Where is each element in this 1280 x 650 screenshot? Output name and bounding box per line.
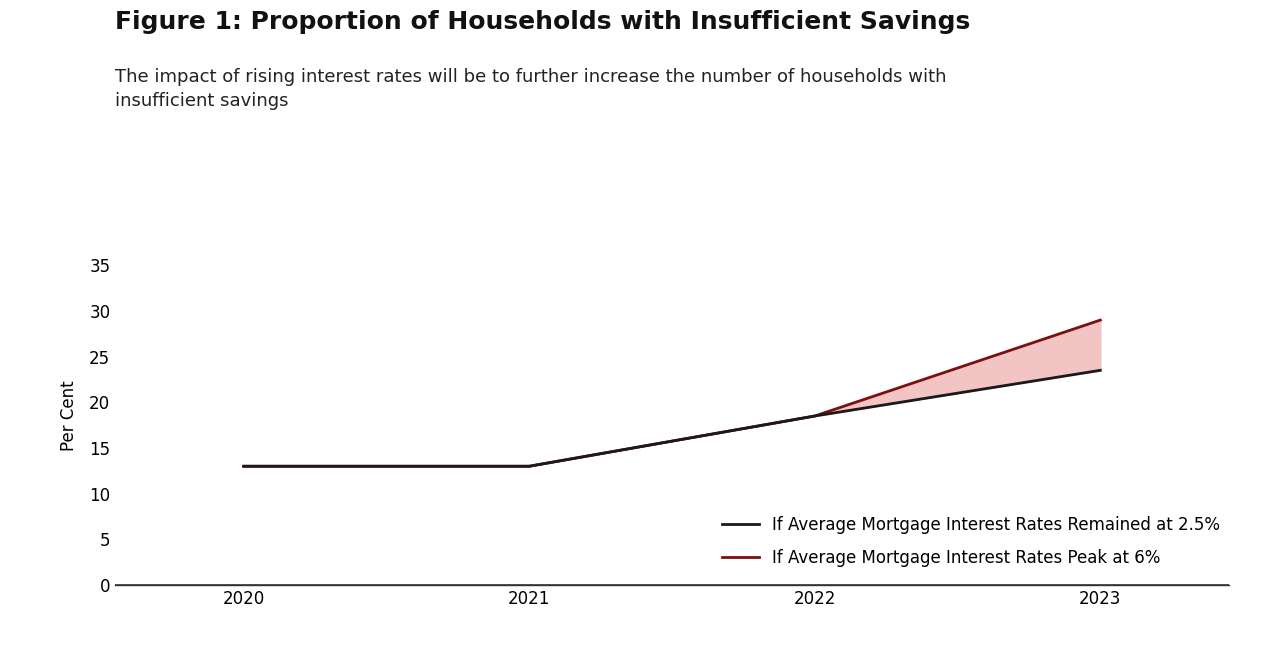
Text: Figure 1: Proportion of Households with Insufficient Savings: Figure 1: Proportion of Households with … bbox=[115, 10, 970, 34]
Y-axis label: Per Cent: Per Cent bbox=[60, 381, 78, 451]
Legend: If Average Mortgage Interest Rates Remained at 2.5%, If Average Mortgage Interes: If Average Mortgage Interest Rates Remai… bbox=[722, 515, 1220, 567]
Text: The impact of rising interest rates will be to further increase the number of ho: The impact of rising interest rates will… bbox=[115, 68, 947, 110]
